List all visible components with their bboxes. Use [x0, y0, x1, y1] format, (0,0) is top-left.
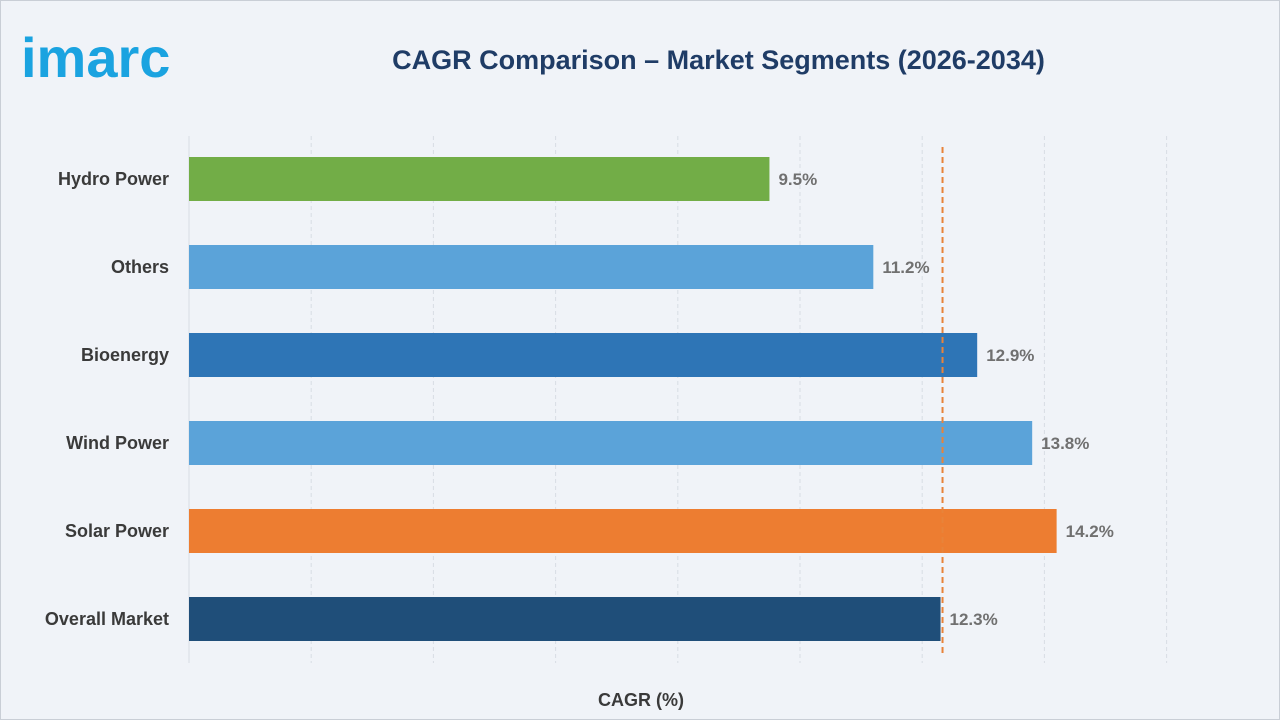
- bar-hydro-power: [189, 157, 770, 201]
- data-label: 11.2%: [882, 258, 929, 277]
- category-label: Hydro Power: [58, 169, 169, 189]
- logo-text: imarc: [21, 29, 170, 89]
- data-label: 9.5%: [778, 170, 817, 189]
- category-label: Solar Power: [65, 521, 169, 541]
- bar-overall-market: [189, 597, 941, 641]
- data-label: 12.3%: [950, 610, 998, 629]
- bar-bioenergy: [189, 333, 978, 377]
- grid-lines: [188, 136, 1168, 663]
- chart-title: CAGR Comparison – Market Segments (2026-…: [392, 45, 1045, 75]
- category-label: Wind Power: [66, 433, 169, 453]
- bar-solar-power: [189, 509, 1057, 553]
- data-label: 14.2%: [1066, 522, 1114, 541]
- imarc-logo: imarc: [21, 29, 170, 89]
- bar-wind-power: [189, 421, 1033, 465]
- data-label: 13.8%: [1041, 434, 1089, 453]
- bar-others: [189, 245, 874, 289]
- x-axis-title: CAGR (%): [598, 690, 684, 710]
- category-label: Bioenergy: [81, 345, 169, 365]
- data-label: 12.9%: [986, 346, 1034, 365]
- category-label: Others: [111, 257, 169, 277]
- category-label: Overall Market: [45, 609, 169, 629]
- labels: Hydro Power 9.5% Others 11.2% Bioenergy 12.9%…: [45, 169, 1114, 629]
- bars: [189, 157, 1057, 641]
